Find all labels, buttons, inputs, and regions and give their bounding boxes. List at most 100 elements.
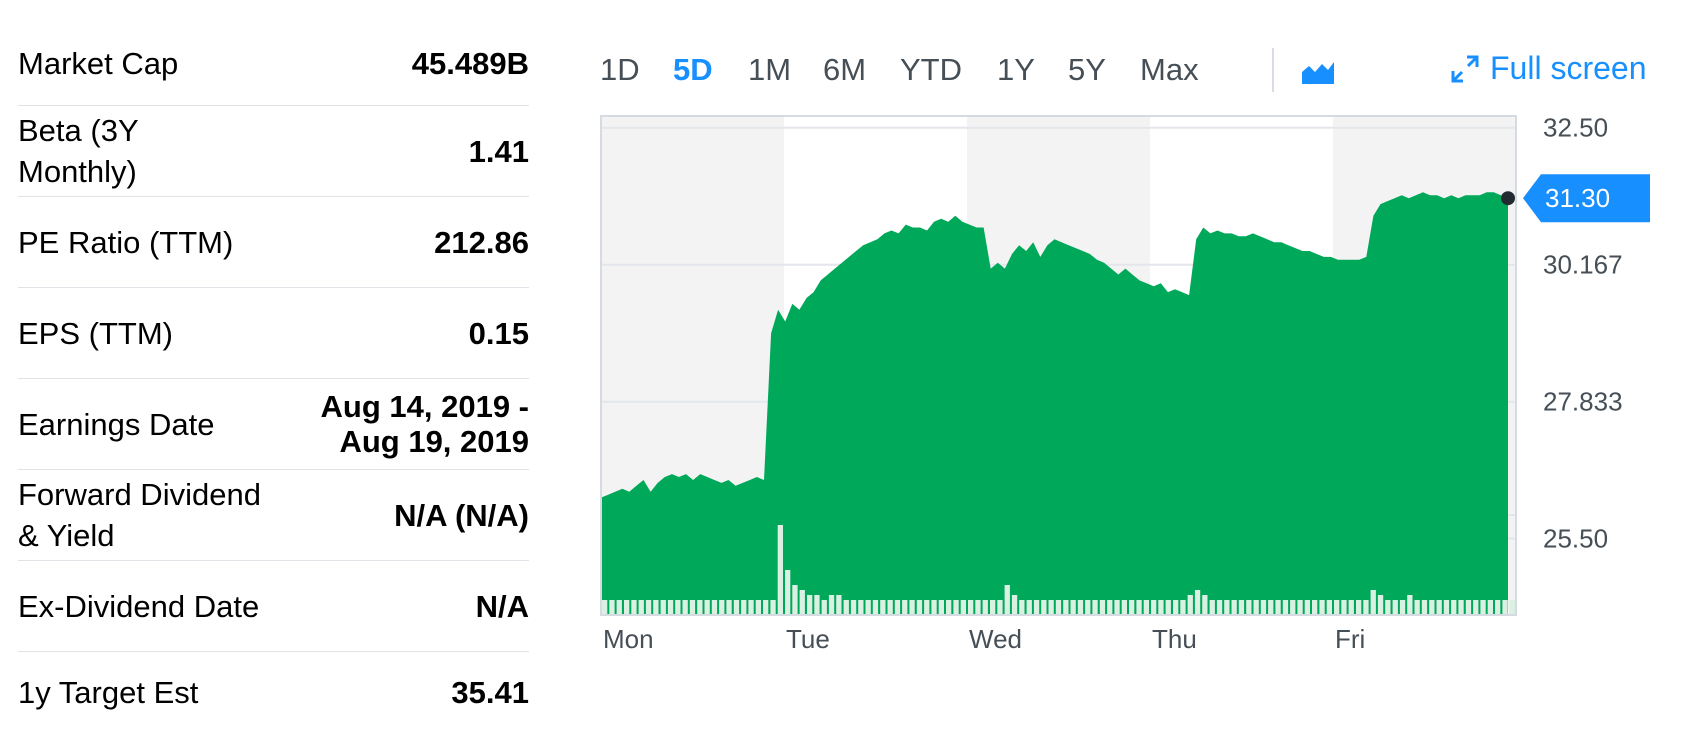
volume-bar	[1260, 600, 1267, 615]
volume-bar	[667, 600, 674, 615]
stat-label: Beta (3Y Monthly)	[18, 113, 139, 189]
volume-bar	[1304, 600, 1310, 615]
volume-bar	[638, 600, 644, 615]
volume-bar	[1180, 600, 1186, 615]
current-price-dot	[1501, 191, 1515, 206]
range-button-5d[interactable]: 5D	[673, 52, 713, 87]
volume-bar	[726, 600, 732, 615]
range-button-1y[interactable]: 1Y	[997, 52, 1035, 87]
volume-bar	[872, 600, 879, 615]
range-button-1d[interactable]: 1D	[600, 52, 640, 87]
volume-bar	[1451, 600, 1457, 615]
volume-bar	[1312, 600, 1318, 615]
range-button-5y[interactable]: 5Y	[1068, 52, 1106, 87]
volume-bar	[1224, 600, 1230, 615]
volume-bar	[1238, 600, 1245, 615]
volume-bar	[741, 600, 747, 615]
volume-bar	[1348, 600, 1354, 615]
volume-bar	[1026, 600, 1032, 615]
stat-row: PE Ratio (TTM) 212.86	[18, 197, 529, 288]
volume-bar	[1055, 600, 1062, 615]
volume-bar	[602, 600, 608, 615]
volume-bar	[946, 600, 952, 615]
stat-value: N/A	[475, 588, 529, 624]
stat-value: N/A (N/A)	[394, 497, 529, 533]
volume-bar	[1268, 600, 1274, 615]
volume-bar	[1473, 600, 1479, 615]
range-button-6m[interactable]: 6M	[823, 52, 867, 87]
volume-bar	[1129, 600, 1135, 615]
stat-label: Market Cap	[18, 46, 179, 81]
volume-bar	[1165, 600, 1171, 615]
volume-bar	[792, 585, 798, 615]
volume-bar	[1216, 600, 1223, 615]
volume-bar	[1465, 600, 1472, 615]
volume-bar	[704, 600, 710, 615]
volume-bar	[1356, 600, 1362, 615]
volume-bar	[1326, 600, 1332, 615]
volume-bar	[1099, 600, 1106, 615]
volume-bar	[1209, 600, 1215, 615]
stat-value: 212.86	[434, 224, 529, 260]
volume-bar	[1114, 600, 1120, 615]
range-button-max[interactable]: Max	[1140, 52, 1199, 87]
volume-bar	[755, 600, 761, 615]
stat-row: Beta (3Y Monthly) 1.41	[18, 106, 529, 197]
stat-label: PE Ratio (TTM)	[18, 224, 234, 260]
volume-bar	[1092, 600, 1098, 615]
volume-bar	[1151, 600, 1157, 615]
x-tick-label: Mon	[603, 624, 654, 654]
range-button-1m[interactable]: 1M	[748, 52, 792, 87]
volume-bar	[1085, 600, 1091, 615]
y-tick-label: 32.50	[1543, 113, 1608, 143]
volume-bar	[770, 600, 776, 615]
volume-bar	[865, 600, 871, 615]
price-area-series	[601, 192, 1508, 616]
volume-bar	[624, 600, 630, 615]
volume-bar	[609, 600, 615, 615]
toolbar-divider	[1272, 48, 1274, 92]
volume-bar	[1202, 595, 1208, 615]
volume-bar	[1407, 595, 1413, 615]
y-tick-label: 27.833	[1543, 387, 1623, 417]
volume-bar	[1158, 600, 1164, 615]
volume-bar	[814, 595, 820, 615]
volume-bar	[1070, 600, 1076, 615]
y-tick-label: 30.167	[1543, 250, 1623, 280]
volume-bar	[968, 600, 974, 615]
volume-bar	[1341, 600, 1347, 615]
range-button-ytd[interactable]: YTD	[900, 52, 962, 87]
fullscreen-button[interactable]: Full screen	[1450, 50, 1647, 87]
volume-bar	[1290, 600, 1296, 615]
volume-bar	[1107, 600, 1113, 615]
volume-bar	[616, 600, 622, 615]
stat-row: EPS (TTM) 0.15	[18, 288, 529, 379]
quote-summary-table: Market Cap 45.489B Beta (3Y Monthly) 1.41 PE…	[18, 22, 529, 732]
volume-bar	[982, 600, 988, 615]
stat-label: Forward Dividend & Yield	[18, 477, 261, 553]
chart-toolbar: 1D 5D 1M 6M YTD 1Y 5Y Max Full screen	[600, 48, 1660, 92]
volume-bar	[1063, 600, 1069, 615]
volume-bar	[799, 590, 805, 615]
volume-bar	[1502, 600, 1508, 615]
volume-bar	[1334, 600, 1340, 615]
volume-bar	[653, 600, 659, 615]
stat-value: 1.41	[468, 133, 529, 169]
stat-row: Earnings Date Aug 14, 2019 - Aug 19, 2019	[18, 379, 529, 470]
volume-bar	[1173, 600, 1179, 615]
volume-bar	[909, 600, 915, 615]
volume-bar	[1495, 600, 1501, 615]
volume-bar	[689, 600, 696, 615]
stat-row: 1y Target Est 35.41	[18, 652, 529, 732]
volume-bar	[821, 600, 827, 615]
volume-bar	[843, 600, 849, 615]
volume-bar	[938, 600, 944, 615]
area-chart-icon[interactable]	[1300, 58, 1336, 86]
x-tick-label: Fri	[1335, 624, 1365, 654]
volume-bar	[682, 600, 688, 615]
stat-row: Ex-Dividend Date N/A	[18, 561, 529, 652]
volume-bar	[1421, 600, 1428, 615]
volume-bar	[1443, 600, 1450, 615]
